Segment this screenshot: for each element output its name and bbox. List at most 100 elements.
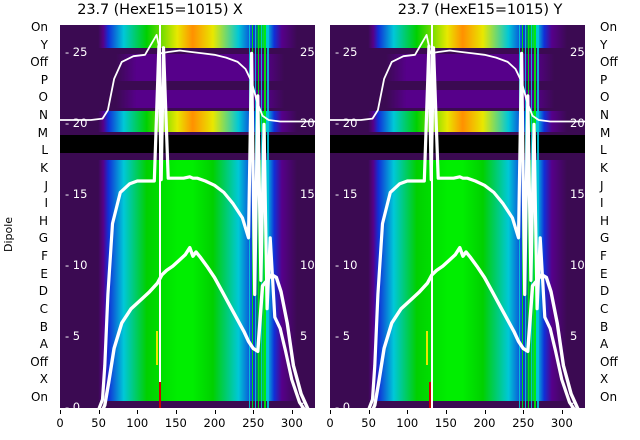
y-category-right-18: A xyxy=(600,337,609,352)
x-tick-0-2 xyxy=(137,410,139,414)
trace-upper-profile xyxy=(330,34,585,123)
y-category-left-20: X xyxy=(39,372,48,387)
panel-y[interactable]: 23.7 (HexE15=1015) Y xyxy=(320,0,640,440)
trace-main-profile xyxy=(367,44,576,408)
trace-overlay-x xyxy=(60,25,315,408)
y-tick-right-edge-2: 15 xyxy=(300,187,315,202)
y-category-right-10: I xyxy=(600,196,604,211)
x-tick-label-1-1: 50 xyxy=(361,416,376,430)
x-tick-1-5 xyxy=(523,410,525,414)
vertical-marker-1 xyxy=(431,25,434,408)
y-tick-right-edge-1: 20 xyxy=(300,116,315,131)
y-category-left-13: F xyxy=(41,249,48,264)
y-category-right-0: On xyxy=(600,20,618,34)
y-category-left-17: B xyxy=(39,319,48,334)
y-category-right-8: K xyxy=(600,160,608,175)
y-category-left-3: P xyxy=(40,72,48,87)
y-tick-x-0: - 25 xyxy=(65,45,88,60)
x-tick-label-1-0: 0 xyxy=(326,416,334,430)
vertical-marker-3 xyxy=(428,382,431,408)
x-tick-0-5 xyxy=(253,410,255,414)
y-category-left-1: Y xyxy=(40,37,48,52)
y-category-right-1: Y xyxy=(600,37,608,52)
x-tick-0-1 xyxy=(98,410,100,414)
y-category-left-15: D xyxy=(38,284,48,299)
y-category-right-5: N xyxy=(600,108,609,123)
x-tick-label-0-3: 150 xyxy=(164,416,187,430)
vertical-marker-0 xyxy=(158,25,161,408)
y-tick-x-4: - 5 xyxy=(65,329,81,344)
panel-x[interactable]: 23.7 (HexE15=1015) X xyxy=(0,0,320,440)
y-category-right-16: C xyxy=(600,301,609,316)
y-category-left-7: L xyxy=(41,143,48,158)
y-tick-y-2: - 15 xyxy=(335,187,358,202)
heatmap-plot-y[interactable] xyxy=(330,25,585,408)
y-category-right-9: J xyxy=(600,178,604,193)
x-tick-label-1-6: 300 xyxy=(550,416,573,430)
y-category-right-3: P xyxy=(600,72,608,87)
y-category-left-19: Off xyxy=(30,354,48,369)
y-category-left-18: A xyxy=(39,337,48,352)
trace-upper-profile xyxy=(60,34,315,123)
x-tick-0-0 xyxy=(60,410,61,414)
x-tick-1-6 xyxy=(561,410,563,414)
y-tick-y-5: - 0 xyxy=(335,400,351,414)
y-category-right-7: L xyxy=(600,143,607,158)
y-tick-x-5: - 0 xyxy=(65,400,81,414)
y-tick-right-edge2-1: 20 xyxy=(570,116,585,131)
heatmap-stripe-6 xyxy=(537,25,539,408)
heatmap-plot-x[interactable] xyxy=(60,25,315,408)
x-tick-1-1 xyxy=(368,410,370,414)
trace-main-profile xyxy=(97,44,306,408)
x-tick-1-3 xyxy=(445,410,447,414)
y-tick-y-0: - 25 xyxy=(335,45,358,60)
y-category-left-2: Off xyxy=(30,55,48,70)
y-category-right-15: D xyxy=(600,284,610,299)
y-category-right-20: X xyxy=(600,372,609,387)
x-tick-0-3 xyxy=(175,410,177,414)
vertical-marker-2 xyxy=(425,331,428,366)
heatmap-row-0 xyxy=(60,25,315,48)
y-tick-right-edge-0: 25 xyxy=(300,45,315,60)
x-tick-label-1-4: 200 xyxy=(473,416,496,430)
x-tick-0-4 xyxy=(214,410,216,414)
y-category-left-16: C xyxy=(39,301,48,316)
heatmap-stripe-6 xyxy=(267,25,269,408)
y-tick-right-edge-3: 10 xyxy=(300,258,315,273)
y-category-right-11: H xyxy=(600,213,610,228)
heatmap-row-0 xyxy=(330,25,585,48)
y-category-left-0: On xyxy=(30,20,48,34)
y-tick-y-4: - 5 xyxy=(335,329,351,344)
y-tick-right-edge2-4: 5 xyxy=(570,329,578,344)
x-tick-label-0-1: 50 xyxy=(91,416,106,430)
panel-title-y: 23.7 (HexE15=1015) Y xyxy=(397,2,563,18)
x-tick-label-0-0: 0 xyxy=(56,416,64,430)
y-category-right-14: E xyxy=(600,266,608,281)
y-tick-right-edge2-0: 25 xyxy=(570,45,585,60)
vertical-marker-2 xyxy=(155,331,158,366)
trace-overlay-y xyxy=(330,25,585,408)
y-category-left-6: M xyxy=(37,125,48,140)
y-category-left-10: I xyxy=(44,196,48,211)
y-tick-x-1: - 20 xyxy=(65,116,88,131)
y-category-left-21: On xyxy=(30,390,48,404)
y-tick-right-edge-5: 0 xyxy=(300,400,308,414)
y-category-left-5: N xyxy=(39,108,48,123)
x-tick-label-0-6: 300 xyxy=(280,416,303,430)
trace-lower-envelope xyxy=(101,246,310,408)
y-category-right-21: On xyxy=(600,390,618,404)
y-category-right-17: B xyxy=(600,319,609,334)
x-tick-label-0-5: 250 xyxy=(242,416,265,430)
y-tick-y-1: - 20 xyxy=(335,116,358,131)
y-category-right-4: O xyxy=(600,90,610,105)
vertical-marker-3 xyxy=(158,382,161,408)
x-tick-label-1-2: 100 xyxy=(396,416,419,430)
x-tick-0-6 xyxy=(291,410,293,414)
y-category-left-14: E xyxy=(40,266,48,281)
y-category-right-13: F xyxy=(600,249,607,264)
y-tick-right-edge2-3: 10 xyxy=(570,258,585,273)
y-category-left-12: G xyxy=(38,231,48,246)
heatmap-row-1 xyxy=(60,54,315,82)
x-tick-label-0-4: 200 xyxy=(203,416,226,430)
